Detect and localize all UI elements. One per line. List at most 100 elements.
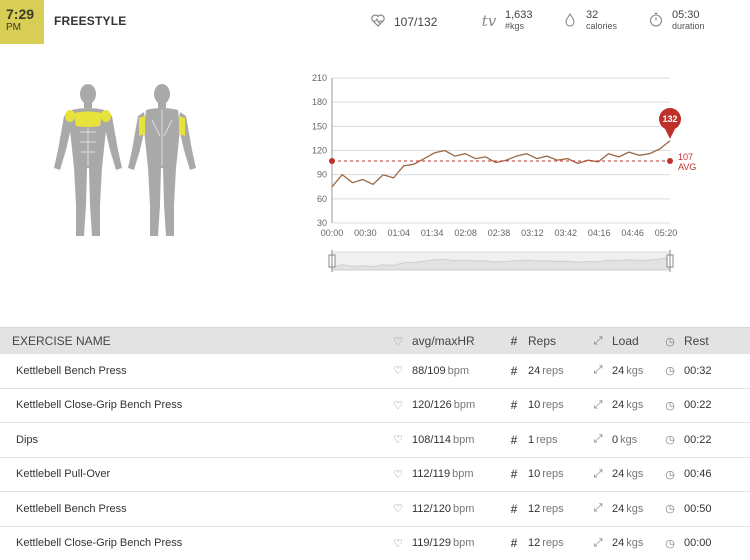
header-rest: ◷ Rest [662, 334, 709, 348]
hr-unit: bpm [447, 364, 470, 377]
avg-label: AVG [678, 162, 696, 172]
reps-value: 10 [528, 468, 541, 481]
heart-rate-icon: ♡ [393, 468, 403, 481]
rest-value: 00:22 [684, 399, 712, 412]
y-tick-label: 30 [317, 218, 327, 228]
row-rest: ◷ 00:22 [662, 399, 712, 412]
load-value: 24 [612, 364, 625, 377]
clock-icon: ◷ [665, 399, 675, 412]
hr-value: 112/119 [412, 468, 451, 481]
workout-ampm: PM [6, 22, 21, 33]
weight-stat: tv 1,633 #kgs [481, 10, 533, 32]
clock-icon: ◷ [665, 434, 675, 447]
heart-rate-icon: ♡ [393, 434, 403, 447]
muscle-map [50, 80, 200, 240]
hr-unit: bpm [452, 468, 474, 481]
load-value: 24 [612, 399, 625, 412]
hash-icon: # [510, 334, 518, 348]
exercise-name: Kettlebell Bench Press [16, 364, 127, 377]
row-reps: #12 reps [506, 536, 564, 550]
heart-rate-line [331, 140, 671, 188]
reps-unit: reps [542, 364, 564, 377]
load-value: 24 [612, 468, 625, 481]
triceps-muscle-left [139, 116, 145, 136]
load-unit: kgs [626, 364, 644, 377]
row-reps: #24 reps [506, 364, 564, 378]
heart-rate-stat: 107/132 [370, 14, 437, 30]
load-unit: kgs [626, 502, 644, 515]
header-reps: # Reps [506, 334, 556, 348]
load-value: 0 [612, 433, 619, 446]
weight-unit: #kgs [505, 21, 525, 31]
table-row[interactable]: Kettlebell Bench Press ♡ 88/109 bpm #24 reps ⤢… [0, 354, 750, 389]
x-tick-label: 02:08 [454, 228, 477, 238]
header-exercise-name: EXERCISE NAME [12, 334, 111, 348]
duration-unit: duration [672, 21, 705, 31]
hr-value: 120/126 [412, 399, 452, 412]
workout-title: FREESTYLE [54, 14, 127, 28]
duration-value: 05:30 [672, 9, 700, 21]
load-unit: kgs [626, 537, 644, 550]
reps-value: 1 [528, 433, 535, 446]
rest-value: 00:50 [684, 502, 712, 515]
peak-label: 132 [662, 114, 677, 124]
row-load: ⤢ 24 kgs [590, 399, 644, 412]
row-load: ⤢ 24 kgs [590, 467, 644, 481]
row-load: ⤢ 24 kgs [590, 502, 644, 515]
row-hr: ♡ 108/114 bpm [390, 433, 475, 447]
hash-icon: # [510, 432, 518, 447]
hr-value: 88/109 [412, 364, 446, 377]
row-hr: ♡ 112/119 bpm [390, 468, 474, 481]
load-unit: kgs [620, 433, 638, 446]
table-row[interactable]: Kettlebell Close-Grip Bench Press ♡ 119/12… [0, 527, 750, 560]
reps-unit: reps [542, 537, 564, 550]
clock-icon: ◷ [665, 365, 675, 378]
table-row[interactable]: Kettlebell Pull-Over ♡ 112/119 bpm #10 reps ⤢ 2… [0, 458, 750, 492]
y-tick-label: 90 [317, 170, 327, 180]
heart-rate-chart: 210 180 150 120 90 60 30 00:00 00:30 01:04 01:34 02… [304, 66, 714, 281]
x-tick-label: 05:20 [655, 228, 678, 238]
row-hr: ♡ 88/109 bpm [390, 364, 470, 378]
heart-rate-icon: ♡ [393, 365, 403, 378]
x-tick-label: 00:00 [321, 228, 344, 238]
clock-icon: ◷ [665, 537, 675, 550]
heart-rate-icon: ♡ [393, 503, 403, 516]
row-reps: #1 reps [506, 433, 558, 447]
table-row[interactable]: Kettlebell Bench Press ♡ 112/120 bpm #12 reps… [0, 492, 750, 527]
y-tick-label: 210 [312, 73, 327, 83]
body-front-figure [54, 84, 122, 236]
row-reps: #10 reps [506, 467, 564, 481]
peak-marker [659, 108, 681, 139]
y-tick-label: 180 [312, 97, 327, 107]
rest-value: 00:46 [684, 468, 712, 481]
x-tick-label: 03:42 [555, 228, 578, 238]
hash-icon: # [510, 398, 518, 413]
hr-unit: bpm [452, 433, 475, 446]
table-row[interactable]: Kettlebell Close-Grip Bench Press ♡ 120/12… [0, 389, 750, 423]
x-tick-label: 00:30 [354, 228, 377, 238]
exercise-name: Kettlebell Close-Grip Bench Press [16, 399, 183, 412]
heart-rate-icon: ♡ [393, 537, 403, 550]
x-tick-label: 01:04 [388, 228, 411, 238]
clock-icon: ◷ [665, 335, 675, 348]
triceps-muscle-right [179, 116, 185, 136]
exercise-name: Kettlebell Bench Press [16, 502, 127, 515]
avg-end-dot [667, 157, 673, 164]
reps-unit: reps [542, 399, 564, 412]
y-tick-label: 150 [312, 121, 327, 131]
row-load: ⤢ 24 kgs [590, 536, 644, 550]
expand-arrows-icon: ⤢ [593, 334, 603, 347]
chest-muscle-front [74, 111, 102, 127]
expand-arrows-icon: ⤢ [593, 536, 603, 549]
hr-value: 108/114 [412, 433, 451, 446]
x-tick-label: 03:12 [521, 228, 544, 238]
table-row[interactable]: Dips ♡ 108/114 bpm #1 reps ⤢ 0 kgs ◷ 00:22 [0, 423, 750, 458]
hash-icon: # [510, 363, 518, 378]
expand-arrows-icon: ⤢ [593, 467, 603, 480]
weight-value: 1,633 [505, 9, 533, 21]
avg-start-dot [329, 157, 335, 164]
time-badge: 7:29 PM [0, 0, 44, 44]
row-rest: ◷ 00:22 [662, 433, 711, 447]
reps-value: 24 [528, 364, 541, 377]
